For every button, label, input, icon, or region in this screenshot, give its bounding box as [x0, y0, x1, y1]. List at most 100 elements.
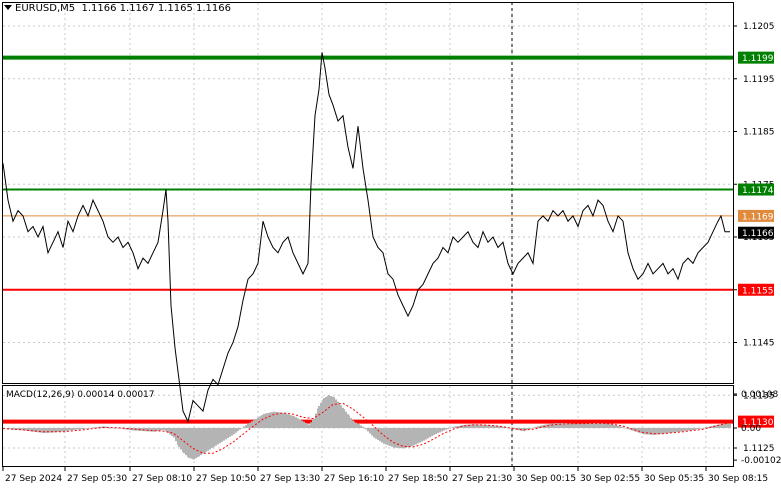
macd-bar: [561, 423, 563, 428]
macd-bar: [101, 426, 103, 428]
macd-bar: [358, 424, 360, 428]
price-tick-label: 1.1125: [743, 444, 775, 454]
macd-bar: [343, 409, 345, 428]
macd-bar: [25, 428, 27, 431]
macd-bar: [269, 412, 271, 428]
macd-bar: [315, 413, 317, 428]
macd-bar: [377, 428, 379, 440]
level-label-box: [738, 183, 774, 196]
current-price-box: [738, 226, 774, 239]
macd-bar: [193, 428, 195, 460]
macd-bar: [691, 428, 693, 431]
macd-bar: [491, 425, 493, 428]
macd-bar: [43, 428, 45, 434]
macd-bar: [153, 428, 155, 432]
macd-bar: [641, 428, 643, 434]
macd-bar: [369, 428, 371, 434]
macd-bar: [93, 427, 95, 428]
macd-bar: [415, 428, 417, 445]
level-label-box: [738, 283, 774, 296]
macd-bar: [373, 428, 375, 438]
macd-tick-label: 0.00108: [741, 390, 778, 400]
macd-bar: [529, 428, 531, 429]
macd-bar: [229, 428, 231, 437]
macd-bar: [697, 428, 699, 430]
macd-bar: [178, 428, 180, 447]
macd-bar: [97, 426, 99, 428]
macd-bar: [633, 428, 635, 432]
macd-bar: [639, 428, 641, 434]
macd-bar: [335, 399, 337, 428]
macd-bar: [125, 428, 127, 430]
macd-bar: [533, 427, 535, 428]
macd-bar: [661, 428, 663, 434]
macd-bar: [161, 428, 163, 431]
macd-bar: [350, 417, 352, 428]
macd-bar: [477, 424, 479, 428]
macd-bar: [681, 428, 683, 432]
chart-header: EURUSD,M5 1.1166 1.1167 1.1165 1.1166: [4, 3, 231, 14]
macd-bar: [213, 428, 215, 447]
macd-bar: [77, 428, 79, 430]
macd-bar: [609, 424, 611, 428]
macd-bar: [55, 428, 57, 433]
macd-bar: [711, 425, 713, 428]
macd-bar: [719, 424, 721, 428]
macd-bar: [239, 428, 241, 430]
macd-bar: [403, 428, 405, 449]
macd-bar: [381, 428, 383, 443]
macd-bar: [375, 428, 377, 439]
macd-bar: [577, 423, 579, 428]
macd-bar: [241, 428, 243, 429]
macd-bar: [188, 428, 190, 458]
macd-bar: [291, 415, 293, 428]
macd-bar: [535, 426, 537, 428]
macd-bar: [407, 428, 409, 448]
price-series-line: [2, 52, 730, 424]
macd-bar: [29, 428, 31, 432]
macd-bar: [703, 428, 705, 429]
macd-bar: [173, 428, 175, 438]
macd-bar: [605, 423, 607, 428]
level-label: 1.1169: [742, 212, 774, 222]
macd-bar: [27, 428, 29, 432]
price-tick-label: 1.1205: [743, 22, 775, 32]
macd-bar: [263, 413, 265, 428]
macd-bar: [395, 428, 397, 448]
macd-bar: [360, 425, 362, 428]
macd-bar: [205, 428, 207, 452]
chart-menu-icon[interactable]: [4, 5, 12, 10]
macd-bar: [133, 428, 135, 431]
macd-bar: [283, 412, 285, 428]
macd-bar: [573, 423, 575, 428]
macd-bar: [657, 428, 659, 435]
macd-bar: [579, 423, 581, 428]
macd-bar: [87, 428, 89, 429]
macd-bar: [553, 423, 555, 428]
macd-bar: [23, 428, 25, 431]
time-tick-label: 30 Sep 00:15: [516, 474, 576, 484]
macd-bar: [621, 426, 623, 428]
macd-bar: [601, 423, 603, 428]
macd-bar: [559, 423, 561, 428]
macd-bar: [227, 428, 229, 439]
price-tick-label: 1.1135: [743, 391, 775, 401]
macd-bar: [277, 412, 279, 428]
macd-bar: [485, 424, 487, 428]
macd-bar: [221, 428, 223, 442]
macd-bar: [575, 423, 577, 428]
macd-bar: [207, 428, 209, 451]
macd-bar: [717, 424, 719, 428]
macd-bar: [545, 424, 547, 428]
macd-bar: [583, 423, 585, 428]
macd-bar: [365, 428, 367, 430]
macd-bar: [231, 428, 233, 436]
macd-bar: [517, 428, 519, 431]
macd-bar: [363, 427, 365, 428]
macd-bar: [89, 428, 91, 429]
macd-bar: [429, 428, 431, 438]
macd-bar: [721, 423, 723, 428]
macd-bar: [47, 428, 49, 433]
macd-bar: [225, 428, 227, 440]
